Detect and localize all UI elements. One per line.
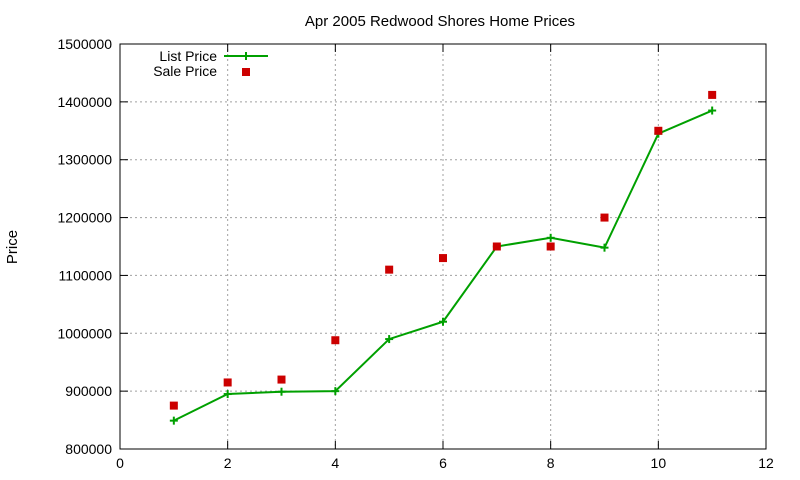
data-point-list-price [277,387,286,396]
data-point-list-price [385,335,394,344]
x-tick-label: 2 [224,455,232,471]
y-tick-label: 1100000 [59,267,113,283]
x-tick-label: 4 [331,455,339,471]
data-point-sale-price [546,242,555,251]
x-tick-label: 8 [547,455,555,471]
plot-frame [119,43,767,450]
data-point-list-price [708,106,717,115]
y-tick-label: 1400000 [57,94,112,110]
grid [120,44,766,449]
data-point-sale-price [439,254,447,263]
y-axis-label: Price [4,230,21,264]
legend-marker-list-price [242,52,250,60]
data-point-sale-price [600,213,609,222]
data-point-sale-price [331,336,340,345]
x-tick-label: 6 [439,455,447,471]
data-point-list-price [600,243,609,252]
legend-label-sale-price: Sale Price [153,63,217,79]
x-tick-label: 10 [651,455,667,471]
x-tick-label: 12 [758,455,774,471]
legend: List Price Sale Price [153,48,268,79]
data-point-sale-price [385,265,394,274]
y-tick-label: 1000000 [57,325,112,341]
series [169,90,717,425]
y-tick-label: 900000 [65,383,112,399]
legend-marker-sale-price [242,68,250,76]
data-point-list-price [223,390,232,399]
legend-label-list-price: List Price [159,48,217,64]
data-point-sale-price [223,378,232,387]
y-tick-label: 1300000 [57,152,112,168]
data-point-list-price [169,416,178,425]
data-point-sale-price [654,126,663,135]
data-point-sale-price [492,242,501,251]
data-point-sale-price [708,90,717,99]
data-point-sale-price [277,375,286,384]
y-tick-label: 1500000 [57,36,112,52]
y-tick-label: 800000 [65,441,112,457]
tick-labels: 800000 900000 1000000 1100000 1200000 1300000… [57,36,774,471]
y-tick-label: 1200000 [57,210,112,226]
axes [119,43,767,450]
data-point-sale-price [169,401,178,410]
x-tick-label: 0 [116,455,124,471]
data-point-list-price [546,233,555,242]
data-point-list-price [331,387,340,396]
chart-title: Apr 2005 Redwood Shores Home Prices [305,13,575,30]
data-point-list-price [439,317,447,326]
